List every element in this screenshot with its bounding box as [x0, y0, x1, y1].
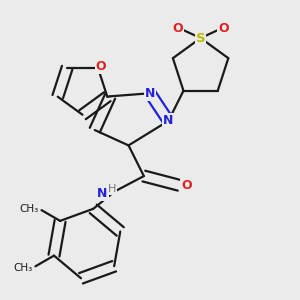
Text: H: H [107, 184, 116, 194]
Text: O: O [96, 59, 106, 73]
Text: O: O [218, 22, 229, 35]
Text: CH₃: CH₃ [19, 204, 38, 214]
Text: S: S [196, 32, 206, 44]
Text: O: O [172, 22, 183, 35]
Text: N: N [145, 87, 155, 100]
Text: CH₃: CH₃ [13, 263, 32, 273]
Text: N: N [163, 114, 174, 128]
Text: N: N [97, 188, 108, 200]
Text: O: O [182, 179, 192, 192]
